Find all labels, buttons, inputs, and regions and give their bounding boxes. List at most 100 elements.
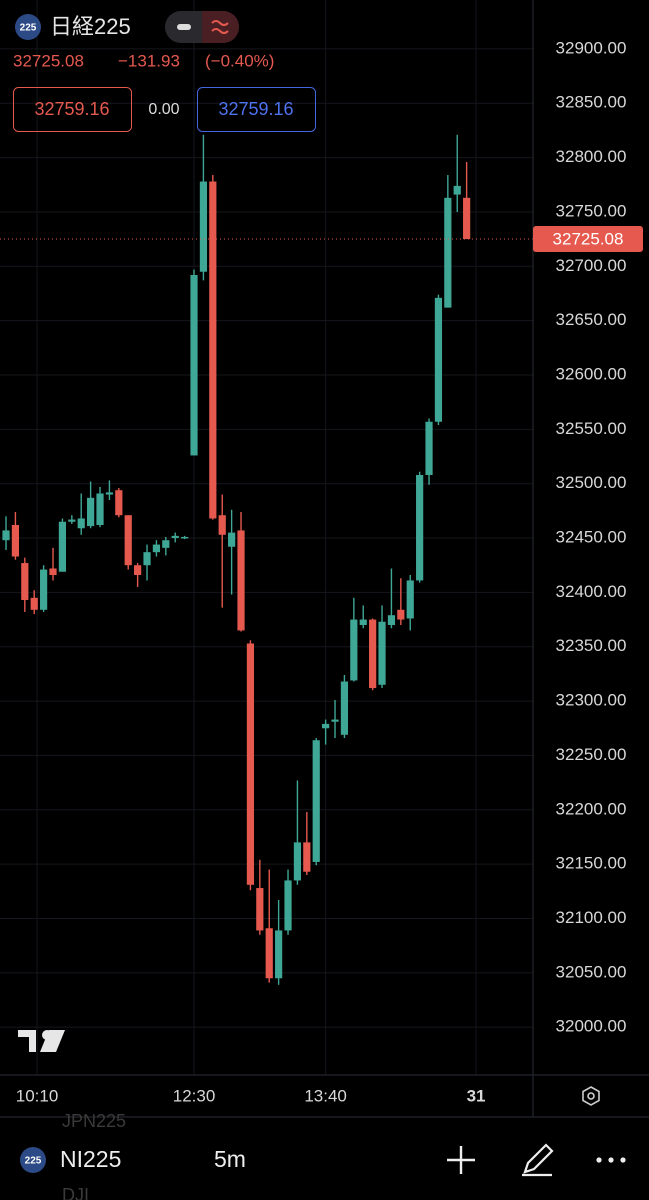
collapse-icon <box>177 24 191 30</box>
spread: 0.00 <box>148 101 179 118</box>
candle-body <box>49 568 57 575</box>
toggle-active[interactable] <box>202 11 239 43</box>
candle-body <box>387 615 396 625</box>
y-tick-label: 32000.00 <box>556 1017 627 1036</box>
candle-body <box>425 421 433 475</box>
candle-body <box>237 530 245 631</box>
candle-body <box>171 535 179 539</box>
candle-body <box>77 518 85 529</box>
y-tick-label: 32650.00 <box>556 310 627 329</box>
y-tick-label: 32700.00 <box>556 256 627 275</box>
candle-body <box>275 930 283 979</box>
y-tick-label: 32200.00 <box>556 799 627 818</box>
candle-body <box>406 580 414 619</box>
candle-body <box>434 297 443 422</box>
candle-body <box>246 643 255 885</box>
candle-body <box>378 621 386 685</box>
plot <box>0 134 533 985</box>
symbol[interactable]: 日経225 <box>50 14 131 39</box>
candle-body <box>2 530 10 541</box>
candle-body <box>58 521 67 572</box>
toolbar <box>0 1135 649 1185</box>
candle-body <box>312 740 320 862</box>
ask: 32759.16 <box>218 99 293 119</box>
candle-body <box>463 197 471 240</box>
symbol-badge[interactable] <box>15 14 41 40</box>
candle-body <box>209 181 217 519</box>
prev-symbol: JPN225 <box>62 1111 126 1131</box>
settings-icon <box>587 1092 595 1100</box>
candle-body <box>152 544 161 553</box>
candle-body <box>21 563 29 600</box>
badge-text: 225 <box>20 23 37 34</box>
candle-body <box>284 880 292 931</box>
logo <box>42 1030 52 1040</box>
candle-body <box>124 515 132 566</box>
candle-body <box>40 569 48 610</box>
candle-body <box>134 565 142 575</box>
candle-body <box>228 532 236 547</box>
candle-body <box>105 492 114 495</box>
candle-body <box>453 185 461 195</box>
y-tick-label: 32850.00 <box>556 93 627 112</box>
y-tick-label: 32400.00 <box>556 582 627 601</box>
candle-body <box>190 275 198 456</box>
candle-body <box>303 842 311 872</box>
x-tick-label: 31 <box>467 1086 486 1105</box>
candle-body <box>68 519 76 522</box>
candle-body <box>350 619 358 681</box>
toolbar-symbol[interactable]: NI225 <box>60 1146 121 1172</box>
candle-body <box>265 928 273 979</box>
candle-body <box>199 181 208 272</box>
candle-body <box>359 619 367 625</box>
candle-body <box>162 540 170 548</box>
y-tick-label: 32550.00 <box>556 419 627 438</box>
badge-text: 225 <box>25 1156 42 1167</box>
change: −131.93 <box>118 51 180 70</box>
y-tick-label: 32350.00 <box>556 636 627 655</box>
candle-body <box>444 197 452 308</box>
buy-button[interactable] <box>197 87 316 132</box>
settings-icon[interactable] <box>582 1086 600 1106</box>
candle-body <box>331 719 339 722</box>
candle-body <box>322 723 330 729</box>
y-tick-label: 32800.00 <box>556 147 627 166</box>
compare-icon <box>211 20 229 34</box>
candle-body <box>181 536 189 539</box>
candle-body <box>293 842 302 881</box>
y-tick-label: 32250.00 <box>556 745 627 764</box>
draw-icon[interactable] <box>522 1143 554 1177</box>
y-tick-label: 32050.00 <box>556 962 627 981</box>
bid: 32759.16 <box>34 99 109 119</box>
candle-body <box>96 493 104 525</box>
candle-body <box>143 552 151 566</box>
last-price-label: 32725.08 <box>553 230 624 249</box>
sell-button[interactable] <box>13 87 132 132</box>
y-tick-label: 32600.00 <box>556 364 627 383</box>
next-symbol: DJI <box>62 1185 89 1200</box>
candle-body <box>115 490 123 516</box>
toolbar-badge[interactable] <box>20 1147 46 1173</box>
candle-body <box>30 597 38 610</box>
more-icon <box>608 1157 614 1163</box>
x-tick-label: 10:10 <box>16 1086 59 1105</box>
more-icon[interactable] <box>596 1157 602 1163</box>
y-tick-label: 32500.00 <box>556 473 627 492</box>
y-tick-label: 32100.00 <box>556 908 627 927</box>
y-tick-label: 32750.00 <box>556 201 627 220</box>
add-icon[interactable] <box>447 1146 475 1174</box>
y-tick-label: 32150.00 <box>556 854 627 873</box>
candle-body <box>11 525 20 557</box>
candle-body <box>256 888 264 931</box>
price: 32725.08 <box>13 51 84 70</box>
change-pct: (−0.40%) <box>205 51 274 70</box>
candle-body <box>416 475 424 581</box>
grid <box>0 0 533 1075</box>
interval[interactable]: 5m <box>214 1146 246 1172</box>
x-tick-label: 12:30 <box>173 1086 216 1105</box>
logo <box>18 1030 65 1052</box>
candle-body <box>87 497 95 527</box>
candle-body <box>397 609 405 620</box>
